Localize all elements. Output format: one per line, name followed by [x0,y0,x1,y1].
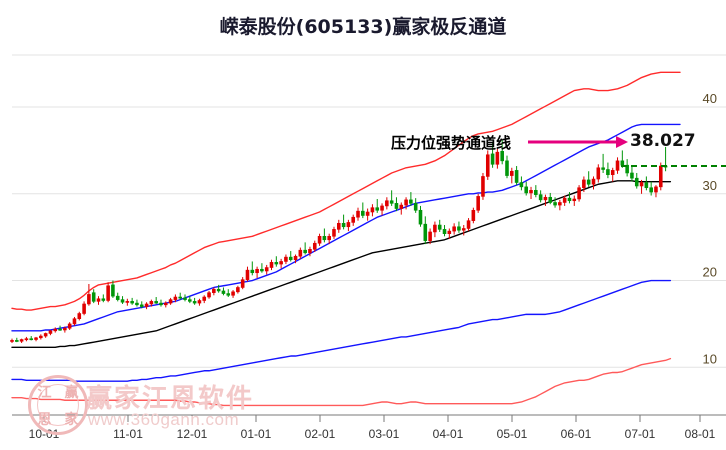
svg-text:40: 40 [703,91,717,106]
svg-text:10-01: 10-01 [29,427,60,441]
gridlines [12,54,726,368]
y-axis-labels: 10 20 30 40 [703,91,717,366]
svg-text:02-01: 02-01 [305,427,336,441]
svg-text:04-01: 04-01 [433,427,464,441]
annotation-arrow [528,136,628,148]
svg-text:03-01: 03-01 [369,427,400,441]
svg-text:06-01: 06-01 [561,427,592,441]
resistance-channel-label: 压力位强势通道线 [391,134,512,152]
svg-text:01-01: 01-01 [241,427,272,441]
page-title: 嵘泰股份(605133)赢家极反通道 [219,16,507,38]
svg-text:05-01: 05-01 [497,427,528,441]
svg-text:11-01: 11-01 [113,427,143,441]
svg-text:08-01: 08-01 [685,427,716,441]
svg-text:30: 30 [703,178,717,193]
resistance-value-label: 38.027 [630,131,696,151]
svg-text:10: 10 [703,351,717,366]
x-axis: 10-01 11-01 12-01 01-01 02-01 03-01 04-01 05-01… [12,414,726,441]
svg-text:07-01: 07-01 [625,427,656,441]
candlestick-series [10,140,668,343]
svg-text:20: 20 [703,265,717,280]
svg-text:12-01: 12-01 [177,427,208,441]
channel-bands [11,71,681,407]
